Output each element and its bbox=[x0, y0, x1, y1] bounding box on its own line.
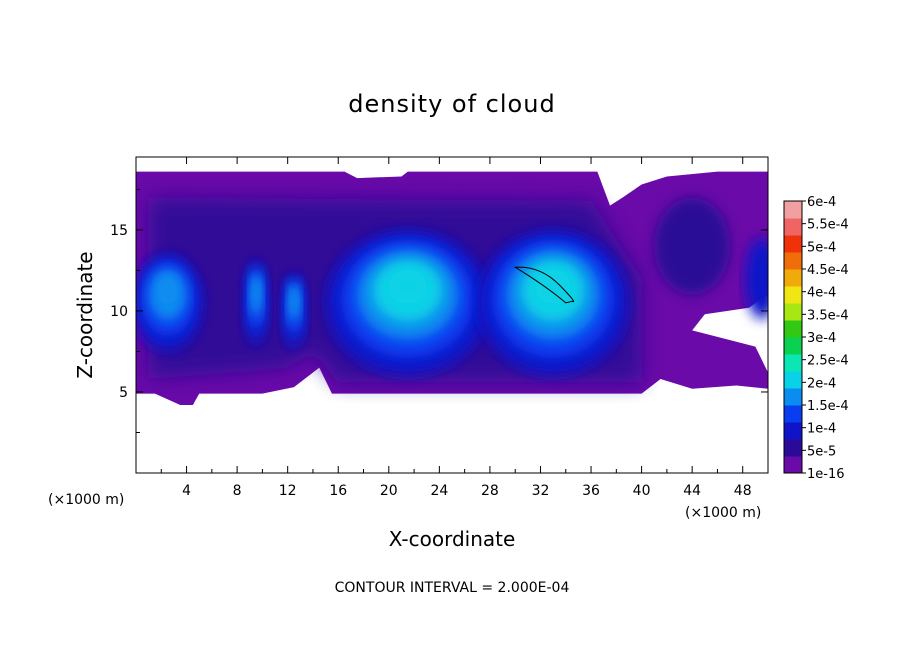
x-tick-label: 24 bbox=[430, 483, 448, 499]
plot-frame bbox=[135, 156, 769, 474]
colorbar-label: 2.5e-4 bbox=[807, 354, 849, 369]
colorbar-label: 5e-5 bbox=[807, 444, 836, 459]
x-tick-label: 32 bbox=[532, 483, 550, 499]
x-tick-label: 4 bbox=[182, 483, 191, 499]
cloud-core-level bbox=[252, 278, 260, 303]
y-tick-label: 10 bbox=[110, 304, 128, 320]
colorbar-swatch bbox=[784, 235, 802, 253]
colorbar-swatch bbox=[784, 252, 802, 270]
colorbar-swatch bbox=[784, 303, 802, 321]
colorbar-label: 5e-4 bbox=[807, 240, 836, 255]
x-tick-label: 8 bbox=[233, 483, 242, 499]
cloud-tower bbox=[745, 238, 768, 320]
cloud-core-level bbox=[290, 288, 298, 310]
y-tick-label: 5 bbox=[119, 385, 128, 401]
colorbar-label: 6e-4 bbox=[807, 195, 836, 210]
x-tick-label: 44 bbox=[683, 483, 701, 499]
x-axis-label: X-coordinate bbox=[389, 527, 516, 551]
contour-line bbox=[513, 266, 575, 304]
colorbar-swatch bbox=[784, 371, 802, 389]
colorbar-swatch bbox=[784, 337, 802, 355]
colorbar-swatch bbox=[784, 201, 802, 219]
colorbar-swatch bbox=[784, 218, 802, 236]
colorbar: 1e-16 5e-5 1e-4 1.5e-4 2e-4 2.5e-4 3e-4 3.5e-4 4… bbox=[783, 195, 849, 482]
y-tick-label: 15 bbox=[110, 223, 128, 239]
colorbar-label: 5.5e-4 bbox=[807, 218, 849, 233]
x-tick-label: 36 bbox=[582, 483, 600, 499]
colorbar-swatch bbox=[784, 422, 802, 440]
cloud-core-level bbox=[157, 276, 178, 305]
colorbar-swatch bbox=[784, 405, 802, 423]
x-tick-label: 16 bbox=[329, 483, 347, 499]
colorbar-label: 1e-16 bbox=[807, 467, 845, 482]
colorbar-swatch bbox=[784, 354, 802, 372]
x-unit-left: (×1000 m) bbox=[48, 492, 124, 508]
colorbar-label: 3.5e-4 bbox=[807, 308, 849, 323]
x-unit-right: (×1000 m) bbox=[685, 505, 761, 521]
colorbar-label: 1e-4 bbox=[807, 422, 836, 437]
colorbar-swatch bbox=[784, 320, 802, 338]
x-tick-label: 20 bbox=[380, 483, 398, 499]
colorbar-swatch bbox=[784, 286, 802, 304]
colorbar-swatch bbox=[784, 439, 802, 457]
colorbar-swatch bbox=[784, 388, 802, 406]
colorbar-label: 3e-4 bbox=[807, 331, 836, 346]
cloud-field bbox=[136, 171, 768, 405]
x-tick-label: 40 bbox=[633, 483, 651, 499]
colorbar-swatch bbox=[784, 456, 802, 474]
x-tick-label: 12 bbox=[279, 483, 297, 499]
heatmap-field bbox=[136, 171, 768, 405]
colorbar-label: 4e-4 bbox=[807, 286, 836, 301]
contour-interval-note: CONTOUR INTERVAL = 2.000E-04 bbox=[335, 580, 570, 596]
y-axis: 5 10 15 bbox=[110, 188, 768, 433]
colorbar-label: 1.5e-4 bbox=[807, 399, 849, 414]
colorbar-label: 4.5e-4 bbox=[807, 263, 849, 278]
chart-title: density of cloud bbox=[348, 90, 555, 118]
colorbar-label: 2e-4 bbox=[807, 376, 836, 391]
x-axis: 4 8 12 16 20 24 28 32 36 40 44 48 bbox=[160, 157, 752, 499]
x-tick-label: 48 bbox=[734, 483, 752, 499]
y-axis-label: Z-coordinate bbox=[73, 251, 97, 378]
cloud-core-level bbox=[535, 269, 571, 304]
cloud-tower bbox=[654, 197, 731, 295]
x-tick-label: 28 bbox=[481, 483, 499, 499]
cloud-core-level bbox=[388, 269, 427, 304]
colorbar-swatch bbox=[784, 269, 802, 287]
